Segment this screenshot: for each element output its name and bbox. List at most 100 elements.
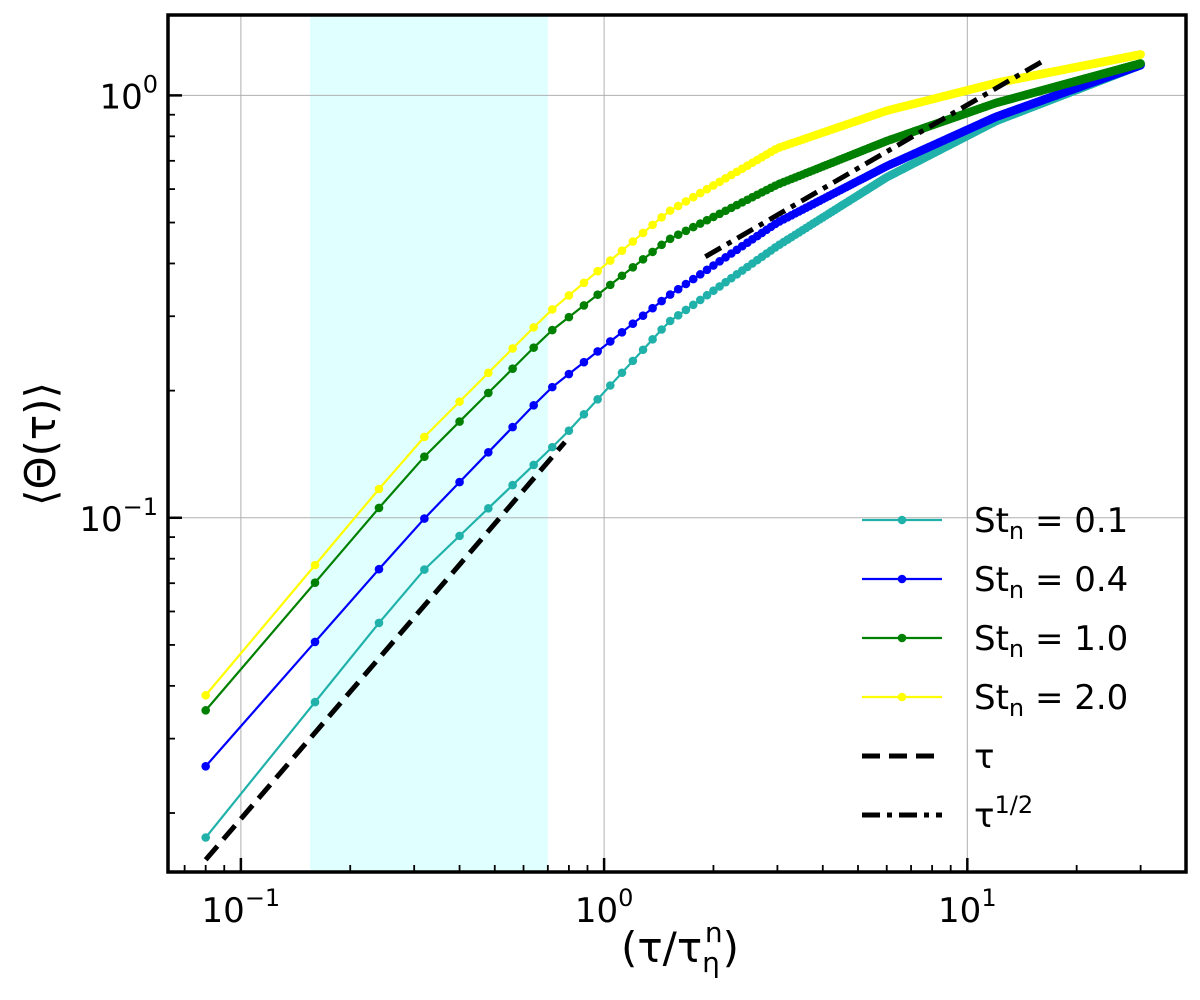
series-3-point [688, 192, 698, 202]
series-1-point [201, 761, 210, 771]
series-2-point [374, 503, 384, 513]
series-3-point [665, 206, 675, 215]
series-3-point [673, 201, 683, 211]
series-2-point [455, 417, 464, 426]
series-2-point [648, 247, 657, 257]
legend-label-2: Stn = 1.0 [974, 619, 1128, 663]
series-0-point [715, 282, 724, 291]
series-3-point [484, 368, 493, 378]
series-3-point [310, 560, 320, 570]
legend-label-5: τ1/2 [974, 791, 1033, 836]
series-3-point [702, 184, 712, 194]
series-line-5 [704, 59, 1043, 259]
series-3-point [638, 228, 648, 238]
legend-label-1: Stn = 0.4 [974, 560, 1128, 604]
series-0-point [657, 325, 666, 334]
series-3-point [695, 188, 705, 198]
series-0-point [201, 833, 210, 842]
series-0-point [529, 460, 539, 470]
series-1-point [455, 477, 464, 487]
series-1-point [657, 296, 666, 306]
series-1-point [688, 274, 698, 284]
series-1-point [547, 382, 557, 392]
series-2-point [605, 280, 615, 290]
series-3-point [617, 246, 627, 256]
series-1-point [593, 347, 602, 356]
series-layer [201, 50, 1145, 862]
series-2-point [657, 240, 666, 250]
plot-frame [166, 13, 1188, 874]
series-2-point [564, 312, 574, 322]
tick-layer: 10−1 100 101 10−1 100 [79, 70, 1142, 931]
series-3-point [529, 323, 539, 332]
series-2-point [681, 226, 691, 236]
series-3-point [420, 432, 429, 442]
highlight-band-layer [310, 15, 548, 872]
series-5 [704, 59, 1043, 259]
legend-item-0: Stn = 0.1 [862, 501, 1128, 545]
series-0-point [695, 295, 705, 305]
series-2-point [673, 230, 683, 239]
x-tick-label-1: 100 [575, 884, 634, 931]
series-1-point [605, 337, 615, 346]
y-axis-label: ⟨Θ(τ)⟩ [16, 382, 65, 506]
series-1-point [709, 261, 718, 270]
legend-item-5: τ1/2 [862, 791, 1033, 836]
series-0-point [638, 345, 648, 355]
series-2-point [508, 364, 517, 373]
series-3-point [657, 212, 666, 222]
legend-item-1: Stn = 0.4 [862, 560, 1128, 604]
series-1-point [673, 284, 683, 294]
legend: Stn = 0.1 Stn = 0.4 Stn = 1.0 Stn = 2.0 τ τ1/… [862, 501, 1128, 836]
series-2-point [310, 578, 320, 587]
legend-label-4: τ [974, 737, 994, 777]
grid-layer [168, 15, 1186, 872]
series-1-point [638, 311, 648, 320]
series-1-point [508, 422, 517, 432]
legend-marker-3 [897, 692, 907, 702]
legend-label-3: Stn = 2.0 [974, 678, 1128, 722]
series-1-point [529, 400, 539, 410]
series-0-point [508, 480, 517, 490]
series-2-point [628, 262, 638, 272]
series-1-point [374, 564, 384, 574]
series-3-point [628, 237, 638, 246]
series-1-point [564, 369, 574, 379]
series-0-point [605, 381, 615, 390]
x-axis-label-close: ) [723, 923, 739, 972]
x-axis-label-superscript: n [705, 916, 723, 949]
y-tick-label-1: 100 [99, 70, 158, 117]
series-2-point [484, 388, 493, 398]
series-line-4 [203, 440, 567, 862]
series-1-point [484, 447, 493, 457]
legend-item-4: τ [862, 737, 994, 777]
series-0-point [628, 356, 638, 366]
series-0-point [617, 368, 627, 378]
legend-marker-2 [897, 633, 907, 643]
series-1-point [617, 327, 627, 337]
series-1-point [628, 319, 638, 329]
series-1-point [665, 290, 675, 299]
x-axis-label-subscript: η [702, 946, 720, 979]
series-0-point [709, 286, 718, 296]
series-1-point [420, 514, 429, 523]
series-1-point [681, 279, 691, 289]
series-1-point [310, 637, 320, 647]
legend-marker-0 [897, 515, 907, 525]
series-3-point [455, 397, 464, 406]
series-2-point [420, 452, 429, 461]
series-3-point [374, 484, 384, 494]
series-0-point [564, 426, 574, 435]
legend-item-2: Stn = 1.0 [862, 619, 1128, 663]
series-4 [203, 440, 567, 862]
series-2-point [1136, 59, 1145, 68]
series-3-point [547, 305, 557, 314]
legend-label-0: Stn = 0.1 [974, 501, 1128, 545]
series-3-point [579, 278, 589, 288]
series-2-point [702, 215, 712, 225]
series-1-point [702, 265, 712, 275]
series-2-point [665, 234, 675, 244]
x-tick-label-2: 101 [938, 884, 997, 931]
